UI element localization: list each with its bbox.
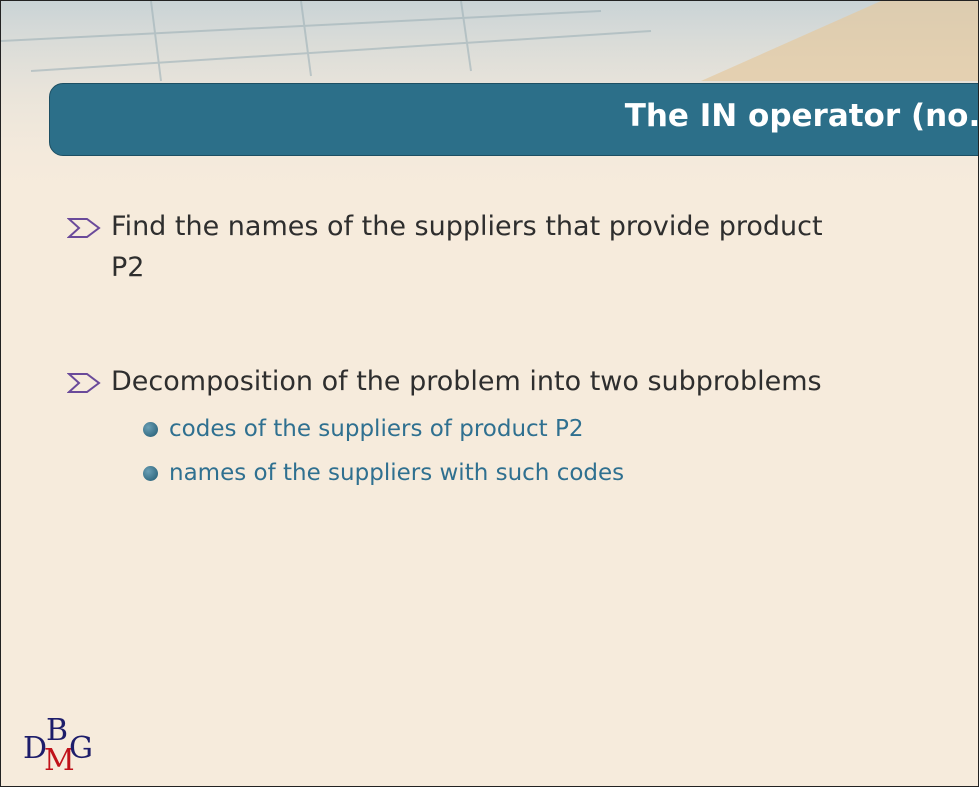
subbullet: codes of the suppliers of product P2 [169,412,851,446]
bullet: Decomposition of the problem into two su… [111,361,851,490]
bullet-icon [67,371,101,395]
subbullet-dot [143,422,158,437]
bullet-text: Find the names of the suppliers that pro… [111,206,851,288]
subbullet-text: names of the suppliers with such codes [169,460,624,486]
title-bar: The IN operator (no.1) [49,83,979,156]
subbullet-text: codes of the suppliers of product P2 [169,416,584,442]
slide-title: The IN operator (no.1) [625,98,979,134]
logo-letter: G [69,731,93,766]
bullet-icon [67,216,101,240]
subbullet-dot [143,466,158,481]
subbullet: names of the suppliers with such codes [169,456,851,490]
slide: The IN operator (no.1) Find the names of… [0,0,979,787]
bullet-text: Decomposition of the problem into two su… [111,361,851,402]
bullet: Find the names of the suppliers that pro… [111,206,851,288]
